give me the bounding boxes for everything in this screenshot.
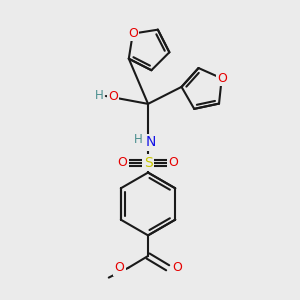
Text: O: O	[118, 156, 128, 169]
Text: O: O	[115, 261, 124, 274]
Text: O: O	[108, 89, 118, 103]
Text: O: O	[217, 72, 226, 85]
Text: O: O	[128, 27, 138, 40]
Text: N: N	[146, 135, 156, 149]
Text: H: H	[134, 133, 142, 146]
Text: S: S	[144, 156, 152, 170]
Text: H: H	[95, 88, 104, 101]
Text: O: O	[169, 156, 178, 169]
Text: O: O	[172, 261, 182, 274]
